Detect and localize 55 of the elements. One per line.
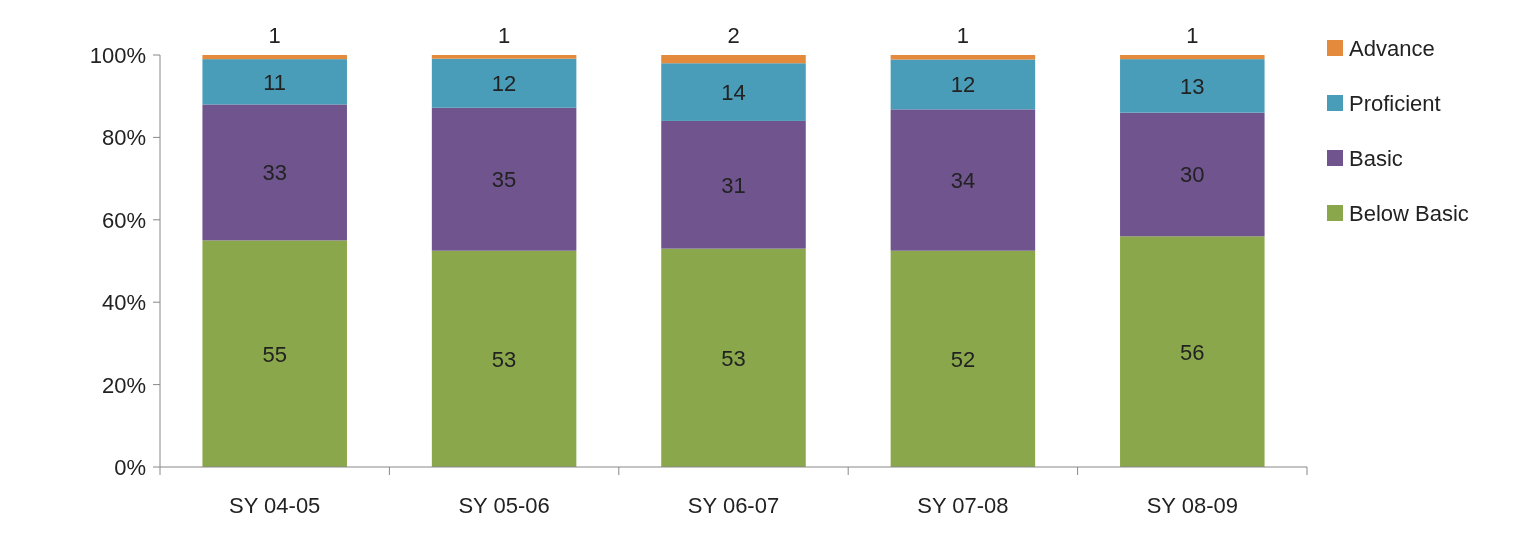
data-label: 31	[721, 172, 746, 198]
data-label: 35	[491, 167, 517, 193]
data-label: 34	[950, 168, 976, 194]
bar	[661, 55, 806, 64]
legend-label: Proficient	[1349, 91, 1441, 116]
data-label: 1	[956, 23, 970, 48]
y-tick-label: 0%	[114, 455, 146, 480]
data-label: 13	[1180, 73, 1205, 99]
data-label: 53	[491, 346, 517, 372]
x-tick-label: SY 08-09	[1146, 493, 1238, 518]
y-tick-label: 80%	[101, 125, 146, 151]
bar	[431, 107, 577, 251]
bar	[1120, 236, 1265, 467]
bar	[661, 120, 806, 249]
legend-label: Advance	[1349, 36, 1435, 61]
bar	[202, 104, 347, 241]
bar	[890, 59, 1036, 110]
data-label: 1	[1186, 23, 1199, 48]
y-tick-label: 40%	[101, 290, 146, 316]
data-label: 1	[268, 23, 281, 48]
bar	[431, 250, 577, 467]
x-tick-label: SY 04-05	[229, 493, 321, 518]
legend-label: Basic	[1349, 146, 1403, 171]
bar	[1120, 112, 1265, 237]
data-label: 56	[1180, 339, 1205, 365]
bar	[890, 250, 1036, 467]
data-label: 14	[721, 80, 746, 106]
bar	[202, 59, 347, 105]
bar	[202, 55, 347, 60]
y-tick-label: 20%	[101, 372, 146, 398]
data-label: 33	[262, 160, 287, 186]
x-tick-label: SY 05-06	[458, 493, 550, 518]
data-label: 53	[721, 345, 746, 371]
y-tick-label: 100%	[89, 43, 146, 68]
x-tick-label: SY 06-07	[687, 493, 780, 518]
data-label: 2	[727, 23, 740, 48]
data-label: 12	[491, 71, 517, 97]
data-label: 52	[950, 346, 976, 372]
data-label: 12	[950, 72, 976, 98]
legend-label: Below Basic	[1349, 201, 1469, 226]
bar	[1120, 55, 1265, 60]
y-tick-label: 60%	[101, 207, 146, 233]
data-label: 55	[262, 341, 287, 367]
bar	[431, 55, 577, 59]
bar	[890, 55, 1036, 60]
bar	[661, 248, 806, 467]
bar	[202, 240, 347, 467]
data-label: 1	[497, 23, 511, 48]
bar	[890, 109, 1036, 251]
bar	[661, 63, 806, 121]
data-label: 11	[263, 69, 287, 95]
data-label: 30	[1180, 162, 1205, 188]
bar	[431, 58, 577, 108]
bar	[1120, 59, 1265, 113]
x-tick-label: SY 07-08	[917, 493, 1009, 518]
